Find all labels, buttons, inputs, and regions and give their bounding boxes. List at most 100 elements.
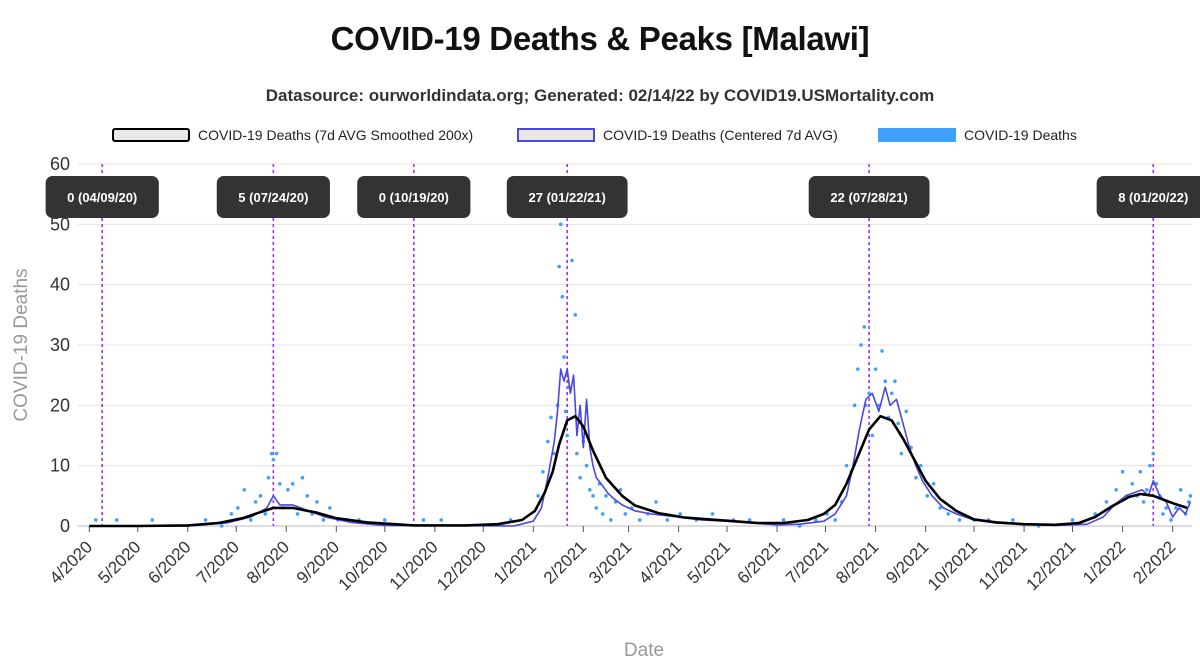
daily-death-point (1148, 463, 1152, 468)
daily-death-point (587, 488, 592, 492)
daily-death-point (1093, 512, 1097, 516)
x-tick-label: 1/2021 (490, 537, 540, 587)
daily-death-point (570, 258, 574, 263)
x-tick-label: 7/2020 (193, 537, 243, 587)
daily-death-point (918, 463, 923, 468)
daily-death-point (315, 500, 319, 504)
daily-death-point (873, 367, 878, 371)
daily-death-point (946, 512, 951, 516)
daily-death-point (957, 518, 962, 522)
peak-badge-label: 0 (04/09/20) (67, 190, 137, 205)
daily-death-point (541, 469, 545, 474)
daily-death-point (1161, 512, 1165, 516)
daily-death-point (893, 379, 897, 384)
daily-death-point (594, 506, 599, 510)
legend-item-daily[interactable]: COVID-19 Deaths (878, 124, 1077, 146)
daily-death-point (678, 512, 683, 516)
daily-death-point (253, 500, 258, 504)
daily-death-point (557, 264, 561, 269)
daily-death-point (236, 506, 240, 510)
x-tick-label: 8/2020 (243, 537, 293, 587)
daily-death-point (321, 518, 326, 522)
daily-death-point (833, 518, 837, 522)
x-tick-label: 4/2021 (635, 537, 685, 587)
daily-death-point (862, 325, 867, 329)
daily-death-point (889, 391, 894, 396)
peak-badge-label: 0 (10/19/20) (379, 190, 449, 205)
daily-death-point (573, 313, 578, 317)
daily-death-point (439, 518, 444, 522)
daily-death-point (271, 457, 276, 462)
legend-label-centered: COVID-19 Deaths (Centered 7d AVG) (603, 127, 838, 143)
daily-death-point (93, 518, 98, 522)
x-tick-label: 5/2020 (94, 537, 144, 587)
daily-death-point (747, 518, 752, 522)
daily-death-point (1141, 500, 1146, 504)
daily-death-point (278, 481, 282, 486)
x-tick-label: 11/2021 (975, 537, 1031, 593)
daily-death-point (867, 391, 871, 396)
daily-death-point (814, 518, 818, 522)
peak-badge (808, 176, 930, 218)
x-tick-label: 7/2021 (782, 537, 832, 587)
daily-death-point (1188, 494, 1193, 498)
daily-death-point (1174, 506, 1178, 510)
daily-death-point (290, 481, 295, 486)
peak-badge (1096, 176, 1200, 218)
peak-badge (216, 176, 330, 218)
legend-swatch-centered (517, 128, 595, 142)
daily-death-point (562, 355, 566, 359)
daily-death-point (421, 518, 426, 522)
daily-death-point (584, 463, 589, 468)
peak-badge (506, 176, 628, 218)
daily-death-point (623, 512, 628, 516)
daily-death-point (859, 343, 863, 347)
y-tick-label: 10 (50, 456, 70, 476)
legend-label-smoothed: COVID-19 Deaths (7d AVG Smoothed 200x) (198, 127, 474, 143)
x-tick-label: 2/2022 (1129, 537, 1179, 587)
x-tick-label: 4/2020 (46, 537, 96, 587)
daily-death-point (710, 512, 715, 516)
daily-death-point (1138, 469, 1143, 474)
y-tick-label: 30 (50, 335, 70, 355)
daily-death-point (899, 451, 904, 456)
daily-death-point (552, 451, 557, 456)
daily-death-point (328, 506, 332, 510)
daily-death-point (856, 367, 860, 371)
daily-death-point (114, 518, 119, 522)
legend-item-smoothed[interactable]: COVID-19 Deaths (7d AVG Smoothed 200x) (112, 124, 473, 146)
daily-death-point (1144, 488, 1149, 492)
daily-death-point (604, 494, 608, 498)
daily-death-point (286, 488, 290, 492)
daily-death-point (563, 409, 568, 414)
daily-death-point (638, 518, 642, 522)
chart-subtitle: Datasource: ourworldindata.org; Generate… (265, 86, 935, 105)
legend: COVID-19 Deaths (7d AVG Smoothed 200x) C… (0, 124, 1200, 146)
daily-death-point (852, 403, 857, 408)
x-tick-label: 5/2021 (684, 537, 734, 587)
daily-death-point (883, 379, 888, 384)
peak-badge-label: 5 (07/24/20) (238, 190, 308, 205)
daily-death-point (258, 494, 263, 498)
peak-badge (357, 176, 471, 218)
x-tick-label: 8/2021 (832, 537, 882, 587)
x-tick-label: 6/2020 (144, 537, 194, 587)
x-tick-label: 6/2021 (734, 537, 784, 587)
daily-death-point (295, 512, 300, 516)
daily-death-point (591, 494, 595, 498)
y-tick-label: 50 (50, 214, 70, 234)
daily-death-point (203, 518, 208, 522)
legend-item-centered[interactable]: COVID-19 Deaths (Centered 7d AVG) (517, 124, 838, 146)
daily-death-point (549, 415, 553, 420)
daily-death-point (219, 524, 224, 528)
daily-death-point (931, 481, 936, 486)
daily-death-point (608, 518, 613, 522)
daily-death-point (248, 518, 253, 522)
daily-death-point (1070, 518, 1075, 522)
legend-swatch-daily (878, 128, 956, 142)
y-axis-label: COVID-19 Deaths (11, 268, 32, 422)
daily-death-point (558, 222, 563, 227)
peak-badge-label: 22 (07/28/21) (830, 190, 907, 205)
daily-death-point (382, 518, 387, 522)
daily-death-point (1169, 518, 1173, 522)
